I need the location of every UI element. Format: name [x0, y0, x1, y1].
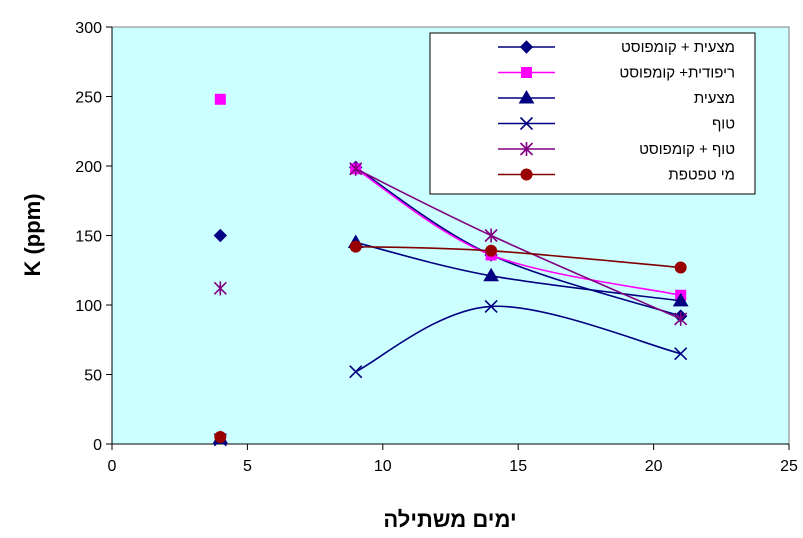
data-point — [215, 432, 226, 443]
x-tick-label: 20 — [645, 458, 663, 475]
x-tick-label: 15 — [509, 458, 527, 475]
data-point — [486, 245, 497, 256]
y-tick-label: 250 — [75, 90, 102, 107]
y-tick-label: 100 — [75, 298, 102, 315]
y-tick-label: 300 — [75, 20, 102, 37]
legend-label: טוף + קומפוסט — [639, 141, 735, 158]
legend-label: מצעית — [694, 90, 735, 107]
x-tick-label: 25 — [780, 458, 798, 475]
y-tick-label: 150 — [75, 229, 102, 246]
y-tick-label: 50 — [84, 368, 102, 385]
x-tick-label: 0 — [108, 458, 117, 475]
legend-label: מצעית + קומפוסט — [621, 39, 735, 56]
legend-marker — [522, 68, 532, 78]
data-point — [675, 262, 686, 273]
legend-label: ריפודית+ קומפוסט — [619, 65, 735, 82]
legend-label: מי טפטפת — [668, 167, 735, 184]
data-point — [215, 94, 225, 104]
y-axis-title: K (ppm) — [20, 193, 45, 276]
legend: מצעית + קומפוסט ריפודית+ קומפוסט מצעית טוף ט… — [430, 33, 755, 194]
y-tick-label: 0 — [93, 437, 102, 454]
x-axis-title: ימים משתילה — [383, 507, 516, 532]
y-tick-label: 200 — [75, 159, 102, 176]
legend-label: טוף — [712, 116, 735, 133]
x-tick-label: 5 — [243, 458, 252, 475]
data-point — [350, 241, 361, 252]
x-tick-label: 10 — [374, 458, 392, 475]
legend-marker — [521, 169, 532, 180]
